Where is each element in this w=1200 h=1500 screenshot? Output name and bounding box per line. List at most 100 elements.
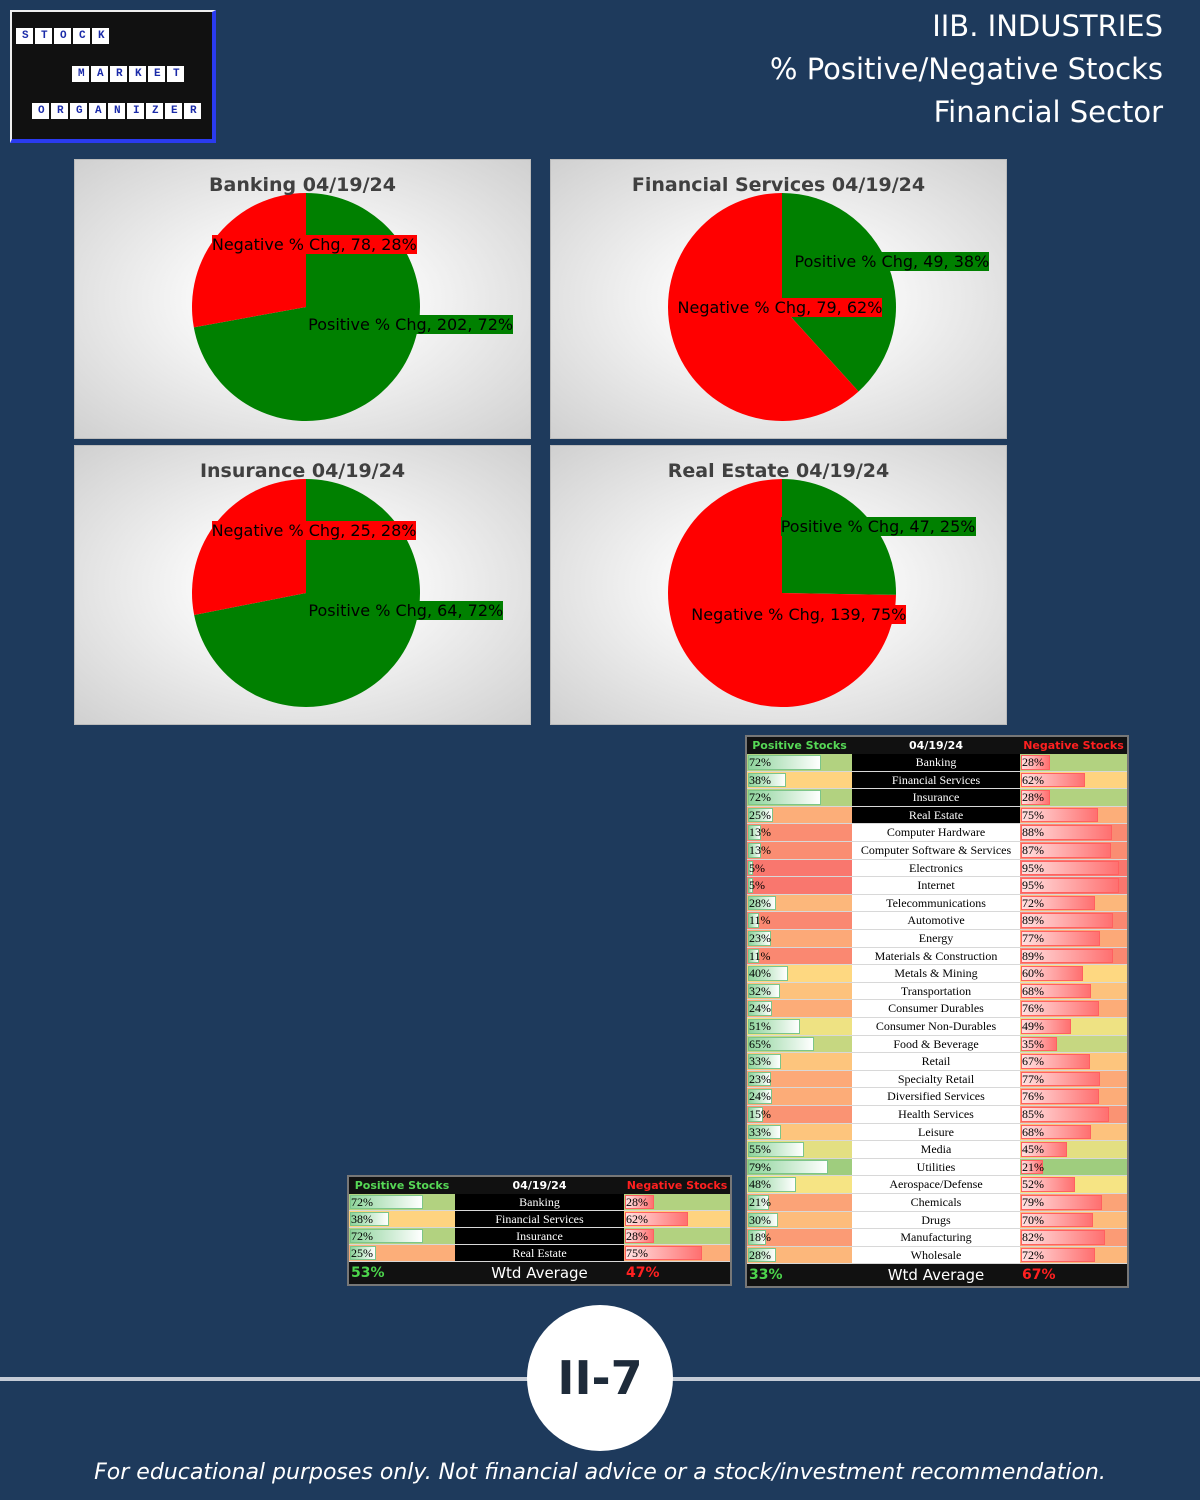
- negative-label: 28%: [1022, 755, 1044, 769]
- row-name: Specialty Retail: [852, 1070, 1020, 1089]
- positive-cell: 33%: [747, 1053, 852, 1071]
- negative-cell: 49%: [1020, 1018, 1127, 1036]
- negative-bar: [1021, 895, 1096, 911]
- pie-slice: [192, 193, 306, 328]
- positive-label: 5%: [749, 878, 765, 893]
- row-name: Retail: [852, 1053, 1020, 1071]
- footer: For educational purposes only. Not finan…: [94, 1460, 1106, 1485]
- total-name: Wtd Average: [491, 1264, 588, 1282]
- negative-label: 79%: [1022, 1195, 1044, 1209]
- negative-bar: [625, 1229, 654, 1243]
- pie: [192, 479, 420, 707]
- negative-cell: 68%: [1020, 982, 1127, 1001]
- negative-label: 28%: [1022, 790, 1044, 805]
- negative-cell: 35%: [1020, 1035, 1127, 1054]
- row-name: Manufacturing: [852, 1229, 1020, 1247]
- positive-bar: [748, 1036, 814, 1052]
- row-name: Automotive: [852, 912, 1020, 930]
- negative-bar: [1021, 1124, 1092, 1140]
- negative-bar: [1021, 1195, 1103, 1210]
- positive-label: 13%: [749, 843, 771, 857]
- negative-bar: [1021, 860, 1119, 876]
- positive-bar: [350, 1246, 376, 1260]
- table-header: Positive Stocks %: [354, 1179, 450, 1209]
- positive-label: 72%: [351, 1195, 373, 1209]
- pie-slice: [668, 479, 896, 707]
- positive-cell: 38%: [349, 1211, 455, 1228]
- total-negative: 67%: [1022, 1267, 1056, 1284]
- positive-cell: 18%: [747, 1229, 852, 1247]
- negative-cell: 76%: [1020, 1000, 1127, 1018]
- positive-label: 21%: [749, 1195, 771, 1209]
- negative-bar: [1021, 825, 1112, 840]
- negative-label: 77%: [1022, 931, 1044, 945]
- negative-bar: [1021, 1247, 1096, 1263]
- positive-bar: [748, 772, 787, 788]
- negative-label: 52%: [1022, 1177, 1044, 1192]
- negative-bar: [1021, 790, 1050, 805]
- row-name: Real Estate: [455, 1245, 624, 1262]
- negative-bar: [1021, 966, 1083, 981]
- negative-bar: [1021, 1089, 1100, 1104]
- positive-bar: [748, 1195, 770, 1210]
- row-name: Telecommunications: [852, 894, 1020, 913]
- positive-cell: 5%: [747, 859, 852, 878]
- row-name: Financial Services: [852, 771, 1020, 790]
- negative-label: 77%: [1022, 1071, 1044, 1086]
- negative-cell: 88%: [1020, 824, 1127, 842]
- positive-label: 11%: [749, 948, 771, 963]
- negative-bar: [1021, 1230, 1106, 1245]
- negative-bar: [1021, 931, 1101, 946]
- row-name: Drugs: [852, 1211, 1020, 1230]
- negative-cell: 28%: [624, 1194, 730, 1211]
- negative-label: 85%: [1022, 1107, 1044, 1121]
- chart-panel: Positive % Chg, 64, 72% Negative % Chg, 2…: [74, 445, 531, 725]
- chart-title: Banking 04/19/24: [209, 174, 396, 196]
- negative-label: 68%: [1022, 983, 1044, 998]
- negative-cell: 87%: [1020, 842, 1127, 860]
- positive-label: 72%: [749, 755, 771, 769]
- positive-label: 24%: [749, 1089, 771, 1104]
- pie-label: Negative % Chg, 78, 28%: [211, 234, 417, 254]
- chart-title: Insurance 04/19/24: [199, 460, 406, 482]
- pie-slice: [782, 193, 896, 392]
- negative-label: 35%: [1022, 1036, 1044, 1051]
- row-name: Insurance: [852, 789, 1020, 807]
- row-name: Leisure: [852, 1123, 1020, 1142]
- row-name: Metals & Mining: [852, 965, 1020, 983]
- negative-bar: [1021, 1036, 1058, 1052]
- positive-label: 33%: [749, 1054, 771, 1069]
- negative-bar: [1021, 878, 1119, 893]
- positive-bar: [748, 1054, 782, 1069]
- row-name: Chemicals: [852, 1194, 1020, 1212]
- logo-word: MARKET: [72, 66, 186, 82]
- negative-bar: [1021, 1107, 1109, 1122]
- negative-label: 87%: [1022, 843, 1044, 857]
- chart-panel: Positive % Chg, 202, 72% Negative % Chg, …: [74, 159, 531, 439]
- positive-cell: 5%: [747, 877, 852, 895]
- negative-bar: [625, 1212, 689, 1226]
- table-header: 04/19/24: [512, 1179, 567, 1192]
- positive-cell: 23%: [747, 1070, 852, 1089]
- negative-cell: 60%: [1020, 965, 1127, 983]
- negative-cell: 28%: [624, 1228, 730, 1245]
- row-name: Consumer Non-Durables: [852, 1018, 1020, 1036]
- positive-cell: 79%: [747, 1158, 852, 1177]
- positive-cell: 72%: [747, 754, 852, 772]
- table-header: 04/19/24: [909, 739, 963, 752]
- negative-cell: 95%: [1020, 877, 1127, 895]
- negative-label: 95%: [1022, 878, 1044, 893]
- positive-bar: [748, 1107, 764, 1122]
- data-table: Positive Stocks % 04/19/24 Negative Stocks…: [745, 735, 1129, 1289]
- pie-slice: [782, 479, 896, 595]
- negative-bar: [1021, 1019, 1072, 1034]
- row-name: Financial Services: [455, 1211, 624, 1228]
- row-name: Banking: [852, 754, 1020, 772]
- negative-bar: [1021, 1212, 1094, 1228]
- positive-cell: 72%: [349, 1194, 455, 1211]
- positive-cell: 13%: [747, 824, 852, 842]
- negative-cell: 28%: [1020, 754, 1127, 772]
- negative-label: 88%: [1022, 825, 1044, 840]
- negative-label: 76%: [1022, 1001, 1044, 1016]
- page-number: II-7: [527, 1305, 673, 1451]
